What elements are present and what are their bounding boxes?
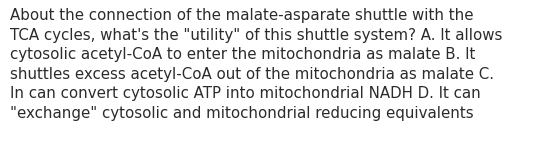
Text: About the connection of the malate-asparate shuttle with the
TCA cycles, what's : About the connection of the malate-aspar… — [10, 8, 503, 121]
